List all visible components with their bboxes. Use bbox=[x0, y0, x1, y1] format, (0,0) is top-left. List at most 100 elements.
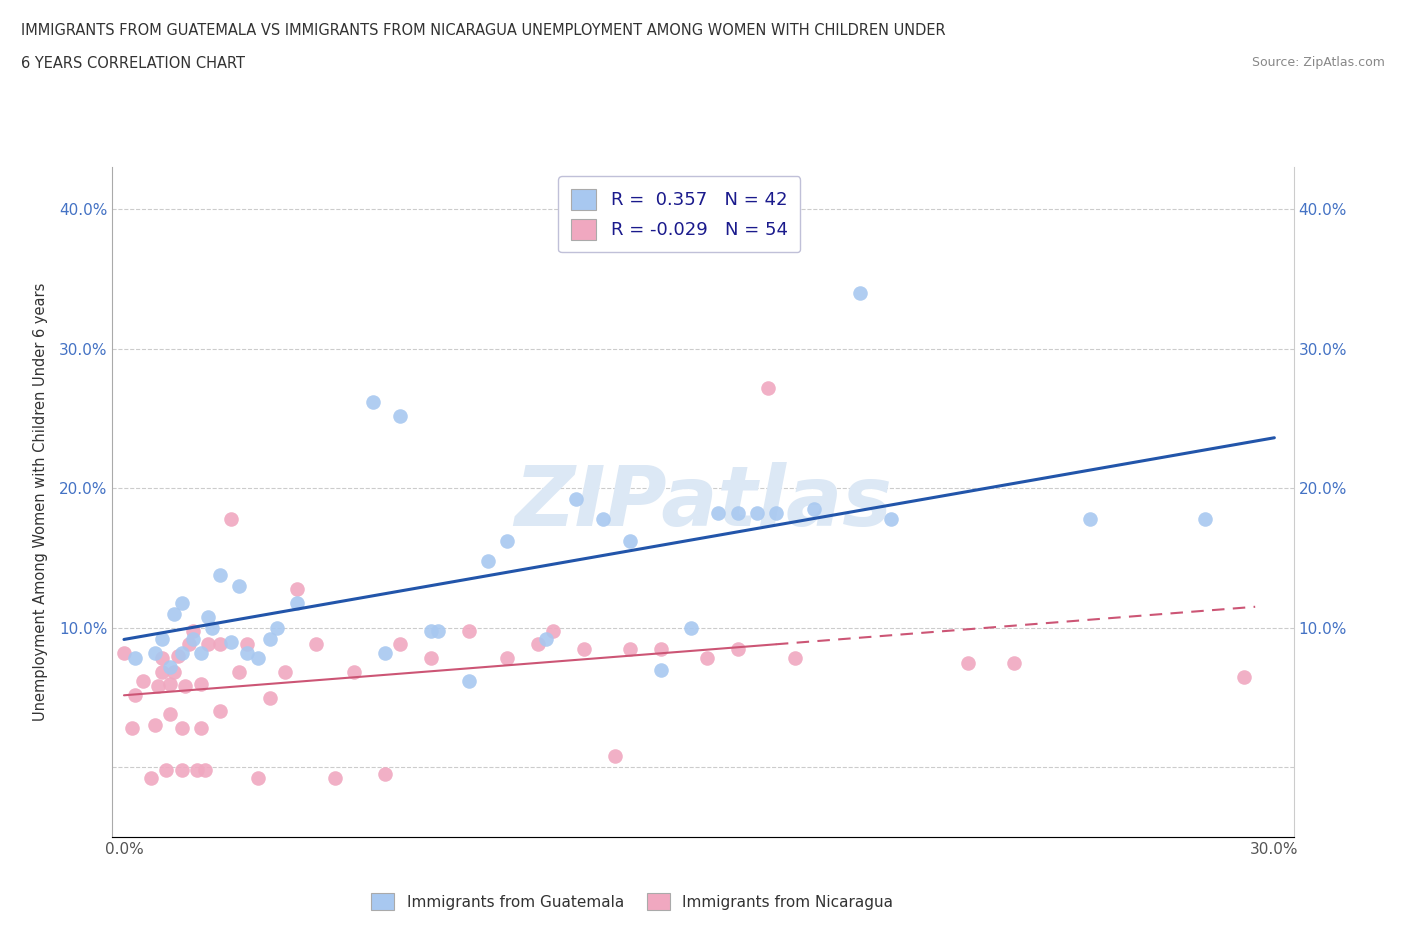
Point bbox=[247, 651, 270, 666]
Point bbox=[592, 512, 614, 526]
Point bbox=[756, 380, 779, 395]
Legend: Immigrants from Guatemala, Immigrants from Nicaragua: Immigrants from Guatemala, Immigrants fr… bbox=[366, 886, 898, 916]
Point bbox=[274, 665, 297, 680]
Point bbox=[527, 637, 550, 652]
Point bbox=[208, 637, 231, 652]
Point bbox=[181, 631, 204, 646]
Point bbox=[1194, 512, 1216, 526]
Point bbox=[681, 620, 703, 635]
Point bbox=[170, 645, 193, 660]
Point bbox=[458, 623, 481, 638]
Point bbox=[1233, 670, 1256, 684]
Point bbox=[159, 707, 181, 722]
Point bbox=[389, 637, 412, 652]
Point bbox=[221, 634, 243, 649]
Point bbox=[745, 506, 768, 521]
Point bbox=[121, 721, 143, 736]
Point bbox=[163, 606, 186, 621]
Point bbox=[228, 578, 250, 593]
Point bbox=[543, 623, 565, 638]
Point bbox=[343, 665, 366, 680]
Point bbox=[190, 721, 212, 736]
Point bbox=[197, 609, 219, 624]
Point bbox=[247, 771, 270, 786]
Point bbox=[201, 620, 224, 635]
Point bbox=[150, 651, 173, 666]
Y-axis label: Unemployment Among Women with Children Under 6 years: Unemployment Among Women with Children U… bbox=[32, 283, 48, 722]
Point bbox=[619, 642, 641, 657]
Point bbox=[221, 512, 243, 526]
Point bbox=[361, 394, 384, 409]
Point bbox=[803, 502, 825, 517]
Point bbox=[266, 620, 288, 635]
Point bbox=[139, 771, 162, 786]
Point bbox=[849, 286, 872, 300]
Point bbox=[193, 763, 215, 777]
Point bbox=[783, 651, 806, 666]
Point bbox=[496, 534, 519, 549]
Point bbox=[197, 637, 219, 652]
Point bbox=[163, 665, 186, 680]
Point bbox=[170, 595, 193, 610]
Point bbox=[190, 676, 212, 691]
Point bbox=[727, 642, 749, 657]
Point bbox=[174, 679, 197, 694]
Point bbox=[170, 763, 193, 777]
Text: ZIPatlas: ZIPatlas bbox=[515, 461, 891, 543]
Point bbox=[259, 690, 281, 705]
Text: IMMIGRANTS FROM GUATEMALA VS IMMIGRANTS FROM NICARAGUA UNEMPLOYMENT AMONG WOMEN : IMMIGRANTS FROM GUATEMALA VS IMMIGRANTS … bbox=[21, 23, 946, 38]
Point bbox=[235, 645, 257, 660]
Point bbox=[323, 771, 346, 786]
Point bbox=[1002, 656, 1025, 671]
Point bbox=[603, 749, 626, 764]
Point bbox=[235, 637, 257, 652]
Point bbox=[458, 673, 481, 688]
Point bbox=[159, 659, 181, 674]
Point bbox=[956, 656, 979, 671]
Point bbox=[181, 623, 204, 638]
Text: Source: ZipAtlas.com: Source: ZipAtlas.com bbox=[1251, 56, 1385, 69]
Text: 6 YEARS CORRELATION CHART: 6 YEARS CORRELATION CHART bbox=[21, 56, 245, 71]
Point bbox=[190, 645, 212, 660]
Point bbox=[650, 662, 672, 677]
Point bbox=[132, 673, 155, 688]
Point bbox=[143, 718, 166, 733]
Point bbox=[419, 623, 441, 638]
Point bbox=[427, 623, 450, 638]
Point bbox=[696, 651, 718, 666]
Point bbox=[228, 665, 250, 680]
Point bbox=[619, 534, 641, 549]
Point bbox=[765, 506, 787, 521]
Point bbox=[179, 637, 201, 652]
Point bbox=[124, 651, 146, 666]
Point bbox=[389, 408, 412, 423]
Point bbox=[572, 642, 595, 657]
Point bbox=[707, 506, 730, 521]
Point bbox=[259, 631, 281, 646]
Point bbox=[880, 512, 903, 526]
Point bbox=[143, 645, 166, 660]
Point bbox=[112, 645, 135, 660]
Point bbox=[534, 631, 557, 646]
Point bbox=[285, 581, 308, 596]
Point bbox=[496, 651, 519, 666]
Point bbox=[727, 506, 749, 521]
Point bbox=[419, 651, 441, 666]
Point bbox=[148, 679, 170, 694]
Point bbox=[170, 721, 193, 736]
Point bbox=[124, 687, 146, 702]
Point bbox=[208, 567, 231, 582]
Point bbox=[166, 648, 188, 663]
Point bbox=[155, 763, 177, 777]
Point bbox=[565, 492, 588, 507]
Point bbox=[208, 704, 231, 719]
Point bbox=[285, 595, 308, 610]
Point bbox=[1078, 512, 1101, 526]
Point bbox=[477, 553, 499, 568]
Point bbox=[374, 645, 396, 660]
Point bbox=[305, 637, 328, 652]
Point bbox=[186, 763, 208, 777]
Point bbox=[374, 766, 396, 781]
Point bbox=[150, 631, 173, 646]
Point bbox=[159, 676, 181, 691]
